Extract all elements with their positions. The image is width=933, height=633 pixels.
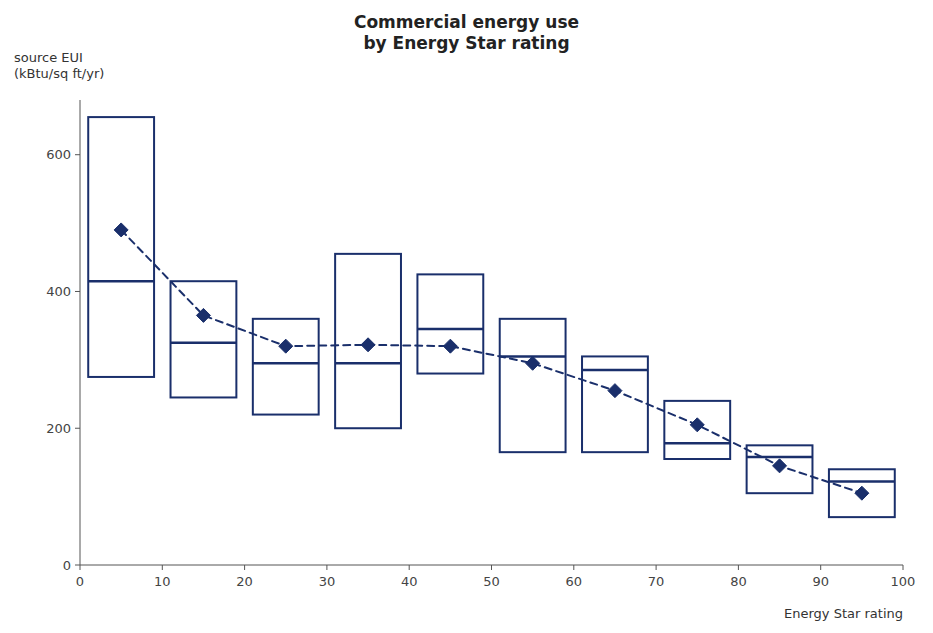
x-axis-label: Energy Star rating [784, 606, 903, 621]
mean-marker [608, 384, 622, 398]
median-line [171, 342, 237, 345]
box [829, 469, 895, 517]
x-tick [491, 565, 492, 570]
box [171, 281, 237, 397]
y-tick-label: 200 [46, 421, 71, 436]
mean-marker [361, 338, 375, 352]
x-tick [820, 565, 821, 570]
text-line: by Energy Star rating [363, 33, 569, 53]
mean-marker [443, 339, 457, 353]
box [664, 401, 730, 459]
median-line [747, 456, 813, 459]
y-tick [75, 565, 80, 566]
x-tick-label: 0 [76, 574, 84, 589]
plot-area [88, 117, 895, 517]
chart: Commercial energy useby Energy Star rati… [0, 0, 933, 633]
y-axis-line [80, 100, 81, 565]
y-tick [75, 154, 80, 155]
median-line [664, 442, 730, 445]
text-line: Commercial energy use [354, 12, 579, 32]
x-tick-label: 70 [648, 574, 665, 589]
median-line [253, 362, 319, 365]
x-tick-label: 20 [236, 574, 253, 589]
y-tick [75, 428, 80, 429]
x-tick [326, 565, 327, 570]
x-tick [738, 565, 739, 570]
mean-marker [690, 418, 704, 432]
mean-line [121, 230, 862, 493]
x-tick-label: 40 [401, 574, 418, 589]
mean-marker [773, 459, 787, 473]
y-tick-label: 0 [63, 558, 71, 573]
x-tick [162, 565, 163, 570]
median-line [88, 280, 154, 283]
y-tick-label: 400 [46, 284, 71, 299]
text-line: (kBtu/sq ft/yr) [14, 66, 104, 81]
x-tick-label: 30 [319, 574, 336, 589]
x-tick [244, 565, 245, 570]
mean-marker [196, 308, 210, 322]
x-tick-label: 60 [566, 574, 583, 589]
box [335, 254, 401, 428]
mean-marker [114, 223, 128, 237]
y-tick [75, 291, 80, 292]
x-tick [656, 565, 657, 570]
x-tick-label: 100 [891, 574, 916, 589]
median-line [829, 480, 895, 483]
text-line: source EUI [14, 50, 83, 65]
x-tick-label: 80 [730, 574, 747, 589]
y-axis-label: source EUI(kBtu/sq ft/yr) [14, 50, 104, 81]
box [417, 274, 483, 373]
x-tick [573, 565, 574, 570]
x-tick-label: 10 [154, 574, 171, 589]
x-tick [80, 565, 81, 570]
median-line [582, 369, 648, 372]
median-line [417, 328, 483, 331]
x-tick [903, 565, 904, 570]
box [500, 319, 566, 452]
box [253, 319, 319, 415]
title: Commercial energy useby Energy Star rati… [354, 12, 579, 53]
box [88, 117, 154, 377]
x-tick [409, 565, 410, 570]
x-tick-label: 50 [483, 574, 500, 589]
y-tick-label: 600 [46, 147, 71, 162]
box [582, 356, 648, 452]
mean-marker [526, 356, 540, 370]
mean-marker [855, 486, 869, 500]
x-tick-label: 90 [812, 574, 829, 589]
mean-marker [279, 339, 293, 353]
box [747, 445, 813, 493]
median-line [335, 362, 401, 365]
